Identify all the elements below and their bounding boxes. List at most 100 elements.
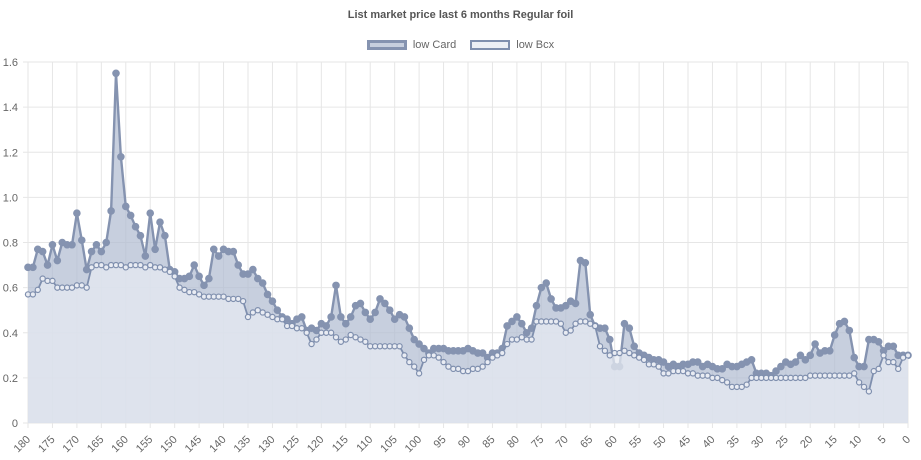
data-point-low-card	[517, 319, 526, 328]
data-point-low-card	[234, 261, 243, 269]
data-point-low-card	[601, 324, 609, 333]
data-point-low-card	[581, 259, 590, 267]
x-tick-label: 120	[305, 434, 326, 455]
y-tick-label: 0.6	[3, 283, 18, 295]
y-tick-label: 0.2	[3, 373, 18, 385]
data-point-low-bcx	[239, 297, 247, 305]
x-tick-label: 20	[798, 434, 815, 451]
data-point-low-card	[532, 301, 541, 310]
data-point-low-card	[214, 252, 223, 260]
data-point-low-bcx	[552, 318, 560, 325]
data-point-low-bcx	[846, 372, 853, 379]
data-point-low-bcx	[161, 266, 169, 273]
data-point-low-bcx	[455, 365, 462, 373]
data-point-low-bcx	[601, 347, 609, 354]
data-point-low-bcx	[899, 354, 907, 361]
data-point-low-card	[825, 346, 834, 355]
data-point-low-bcx	[357, 336, 364, 343]
data-point-low-card	[801, 356, 810, 364]
x-tick-label: 140	[207, 434, 228, 455]
data-point-low-bcx	[596, 343, 604, 350]
data-point-low-bcx	[635, 354, 643, 361]
x-tick-label: 5	[876, 434, 889, 447]
data-point-low-card	[346, 313, 355, 321]
data-point-low-bcx	[567, 327, 574, 334]
data-point-low-card	[48, 240, 57, 249]
data-point-low-bcx	[435, 354, 442, 361]
data-point-low-bcx	[98, 261, 105, 269]
data-point-low-card	[146, 209, 155, 217]
data-point-low-card	[845, 326, 854, 335]
data-point-low-bcx	[259, 309, 266, 316]
x-tick-label: 145	[183, 434, 204, 455]
data-point-low-bcx	[303, 329, 310, 336]
legend-swatch-low-card	[366, 40, 407, 50]
data-point-low-card	[693, 358, 702, 366]
data-point-low-card	[390, 315, 399, 324]
data-point-low-card	[513, 313, 521, 321]
data-point-low-card	[561, 301, 570, 310]
x-tick-label: 155	[134, 434, 155, 455]
data-point-low-card	[53, 256, 62, 265]
data-point-low-card	[29, 263, 37, 272]
data-point-low-bcx	[851, 370, 858, 377]
data-point-low-card	[141, 252, 150, 260]
data-point-low-card	[38, 247, 47, 256]
legend-item-low-card[interactable]: low Card	[366, 39, 456, 51]
data-point-low-bcx	[650, 361, 657, 368]
data-point-low-bcx	[49, 277, 56, 285]
data-point-low-bcx	[714, 374, 721, 382]
data-point-low-bcx	[430, 352, 437, 359]
x-tick-label: 150	[158, 434, 179, 455]
data-point-low-card	[68, 240, 76, 249]
data-point-low-bcx	[626, 349, 633, 357]
data-point-low-card	[605, 335, 614, 344]
x-tick-label: 170	[61, 434, 82, 455]
data-point-low-card	[586, 310, 595, 319]
data-point-low-bcx	[396, 343, 403, 350]
data-point-low-bcx	[489, 354, 496, 361]
data-point-low-card	[131, 222, 140, 231]
data-point-low-bcx	[332, 334, 340, 341]
data-point-low-bcx	[631, 352, 638, 359]
data-point-low-bcx	[679, 367, 687, 375]
x-tick-label: 180	[12, 434, 33, 455]
data-point-low-bcx	[464, 367, 472, 375]
data-point-low-card	[92, 240, 101, 249]
data-point-low-card	[258, 279, 267, 287]
data-point-low-card	[860, 362, 868, 371]
data-point-low-card	[156, 218, 164, 226]
data-point-low-card	[571, 299, 580, 308]
legend-item-low-bcx[interactable]: low Bcx	[470, 39, 554, 51]
data-point-low-bcx	[83, 284, 90, 291]
x-tick-label: 165	[85, 434, 106, 455]
data-point-low-bcx	[875, 365, 882, 373]
data-point-low-bcx	[904, 352, 912, 359]
data-point-low-card	[630, 342, 639, 351]
data-point-low-bcx	[78, 282, 85, 289]
data-point-low-bcx	[68, 284, 76, 291]
data-point-low-card	[297, 313, 306, 321]
y-tick-label: 0.4	[3, 328, 18, 340]
y-tick-label: 1.2	[3, 147, 18, 159]
data-point-low-card	[777, 362, 785, 371]
x-tick-label: 95	[432, 434, 449, 451]
data-point-low-card	[136, 231, 145, 240]
data-point-low-bcx	[342, 336, 349, 343]
data-point-low-bcx	[719, 376, 726, 384]
data-point-low-bcx	[518, 334, 525, 341]
data-point-low-bcx	[181, 286, 188, 294]
data-point-low-card	[542, 279, 551, 287]
data-point-low-bcx	[34, 286, 41, 294]
data-point-low-card	[341, 319, 350, 328]
data-point-low-card	[522, 328, 531, 337]
y-tick-label: 0	[12, 418, 18, 430]
data-point-low-card	[205, 274, 213, 283]
data-point-low-card	[121, 202, 130, 211]
data-point-low-card	[659, 358, 668, 366]
data-point-low-bcx	[895, 365, 902, 373]
data-point-low-card	[620, 319, 629, 328]
data-point-low-card	[73, 209, 81, 217]
data-point-low-card	[117, 152, 125, 161]
